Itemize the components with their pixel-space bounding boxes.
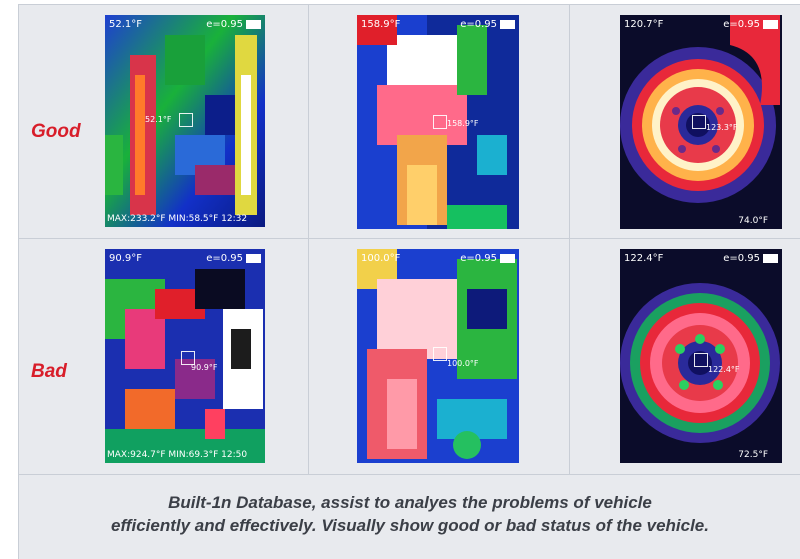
center-temperature: 158.9°F: [447, 119, 479, 128]
temperature-readout: 120.7°F: [624, 19, 664, 30]
thermal-heatmap: [620, 15, 782, 229]
thermal-image-good-engine: 52.1°F e=0.95 52.1°F MAX:233.2°F MIN:58.…: [105, 15, 265, 227]
emissivity-readout: e=0.95: [723, 253, 760, 264]
min-max-readout: MAX:233.2°F MIN:58.5°F 12:32: [107, 214, 248, 224]
thermal-comparison-grid: Good: [18, 4, 800, 559]
battery-icon: [246, 254, 261, 263]
temperature-readout: 90.9°F: [109, 253, 143, 264]
row-bad: Bad 90.9°F: [19, 239, 800, 475]
battery-icon: [500, 20, 515, 29]
row-label-bad: Bad: [31, 361, 67, 382]
battery-icon: [763, 254, 778, 263]
thermal-heatmap: [105, 249, 265, 463]
thermal-image-good-rotor: 120.7°F e=0.95 123.3°F 74.0°F: [620, 15, 782, 229]
center-temperature: 100.0°F: [447, 359, 479, 368]
emissivity-readout: e=0.95: [460, 253, 497, 264]
thermal-image-bad-rotor: 122.4°F e=0.95 122.4°F 72.5°F: [620, 249, 782, 463]
center-temperature: 123.3°F: [706, 123, 738, 132]
thermal-image-good-pipe: 158.9°F e=0.95 158.9°F: [357, 15, 519, 229]
emissivity-readout: e=0.95: [206, 19, 243, 30]
crosshair-icon: [179, 113, 193, 127]
row-label-good: Good: [31, 121, 81, 142]
center-temperature: 90.9°F: [191, 363, 218, 372]
cell-good-engine: Good: [19, 5, 309, 239]
emissivity-readout: e=0.95: [460, 19, 497, 30]
caption-text: Built-1n Database, assist to analyes the…: [19, 491, 800, 537]
cell-bad-pipe: 100.0°F e=0.95 100.0°F: [309, 239, 570, 475]
center-temperature: 52.1°F: [145, 115, 172, 124]
cell-bad-rotor: 122.4°F e=0.95 122.4°F 72.5°F: [570, 239, 800, 475]
caption-line-1: Built-1n Database, assist to analyes the…: [168, 493, 652, 512]
battery-icon: [500, 254, 515, 263]
crosshair-icon: [433, 115, 447, 129]
thermal-heatmap: [105, 15, 265, 227]
crosshair-icon: [692, 115, 706, 129]
cell-good-rotor: 120.7°F e=0.95 123.3°F 74.0°F: [570, 5, 800, 239]
temperature-readout: 158.9°F: [361, 19, 401, 30]
caption-line-2: efficiently and effectively. Visually sh…: [111, 516, 709, 535]
thermal-image-bad-pipe: 100.0°F e=0.95 100.0°F: [357, 249, 519, 463]
caption-box: Built-1n Database, assist to analyes the…: [19, 475, 800, 559]
temperature-readout: 122.4°F: [624, 253, 664, 264]
min-max-readout: MAX:924.7°F MIN:69.3°F 12:50: [107, 450, 248, 460]
battery-icon: [246, 20, 261, 29]
min-readout: 74.0°F: [738, 216, 768, 226]
thermal-heatmap: [357, 15, 519, 229]
battery-icon: [763, 20, 778, 29]
temperature-readout: 52.1°F: [109, 19, 143, 30]
thermal-image-bad-engine: 90.9°F e=0.95 90.9°F MAX:924.7°F MIN:69.…: [105, 249, 265, 463]
thermal-heatmap: [357, 249, 519, 463]
crosshair-icon: [181, 351, 195, 365]
crosshair-icon: [694, 353, 708, 367]
crosshair-icon: [433, 347, 447, 361]
thermal-heatmap: [620, 249, 782, 463]
cell-bad-engine: Bad 90.9°F: [19, 239, 309, 475]
emissivity-readout: e=0.95: [206, 253, 243, 264]
min-readout: 72.5°F: [738, 450, 768, 460]
emissivity-readout: e=0.95: [723, 19, 760, 30]
cell-good-pipe: 158.9°F e=0.95 158.9°F: [309, 5, 570, 239]
row-good: Good: [19, 5, 800, 239]
center-temperature: 122.4°F: [708, 365, 740, 374]
temperature-readout: 100.0°F: [361, 253, 401, 264]
